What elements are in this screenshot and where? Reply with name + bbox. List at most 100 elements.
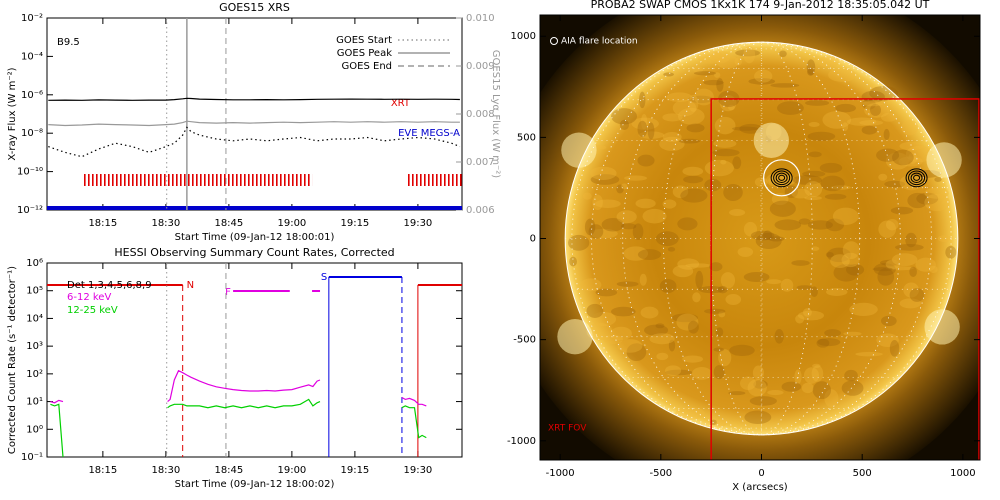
disk-texture (869, 104, 881, 116)
disk-texture (903, 282, 920, 298)
disk-texture (842, 241, 860, 259)
x-tick-label: 18:15 (88, 218, 117, 229)
disk-texture (740, 376, 757, 390)
disk-texture (909, 288, 925, 302)
disk-texture (779, 50, 787, 58)
flare-legend-label: AIA flare location (561, 37, 638, 47)
y-tick-label: 10⁻¹² (17, 205, 43, 216)
disk-texture (820, 175, 845, 192)
disk-texture (859, 120, 884, 126)
x-tick-label: -1000 (546, 468, 575, 479)
disk-texture (649, 333, 675, 345)
disk-texture (611, 108, 637, 125)
y-tick-label: -1000 (507, 436, 536, 447)
disk-texture (806, 59, 816, 75)
disk-texture (833, 263, 859, 282)
disk-texture (588, 224, 604, 239)
disk-texture (682, 166, 704, 176)
flare-class: B9.5 (57, 37, 80, 48)
series-line (50, 398, 427, 457)
y2-tick-label: 0.006 (466, 205, 495, 216)
y-tick-label: 10¹ (26, 397, 43, 408)
legend-title: Det 1,3,4,5,6,8,9 (67, 280, 152, 291)
y-tick-label: 10⁻⁴ (21, 51, 43, 62)
x-tick-label: 19:30 (403, 218, 432, 229)
disk-texture (752, 365, 764, 380)
disk-texture (686, 123, 705, 133)
series-line (48, 120, 460, 127)
disk-texture (934, 176, 942, 183)
disk-texture (816, 338, 830, 348)
disk-texture (794, 369, 802, 385)
disk-texture (817, 338, 841, 347)
contour (913, 174, 921, 181)
disk-texture (691, 367, 712, 380)
y2-tick-label: 0.007 (466, 157, 495, 168)
disk-texture (718, 311, 726, 318)
x-tick-label: 18:45 (214, 465, 243, 476)
x-tick-label: 19:15 (340, 218, 369, 229)
legend-label: GOES End (342, 61, 392, 72)
disk-texture (907, 192, 928, 209)
disk-texture (819, 162, 843, 173)
disk-texture (621, 223, 637, 230)
disk-texture (835, 103, 856, 113)
disk-texture (675, 407, 705, 420)
y-tick-label: 10³ (26, 341, 43, 352)
disk-texture (872, 267, 893, 272)
disk-texture (825, 251, 834, 258)
disk-texture (716, 78, 724, 92)
x-tick-label: 19:15 (340, 465, 369, 476)
legend-label: GOES Start (336, 35, 392, 46)
disk-texture (743, 272, 770, 282)
disk-texture (659, 136, 685, 152)
disk-texture (744, 410, 772, 425)
disk-texture (878, 173, 888, 181)
flare-location (763, 159, 801, 197)
bright-region (924, 309, 960, 345)
flare-legend-symbol (550, 37, 558, 45)
x-tick-label: 18:30 (151, 465, 180, 476)
bright-region (557, 319, 593, 355)
disk-texture (729, 344, 755, 356)
disk-texture (632, 223, 644, 241)
disk-texture (937, 235, 951, 243)
disk-texture (908, 152, 918, 164)
disk-texture (824, 193, 847, 200)
x-tick-label: 19:30 (403, 465, 432, 476)
disk-texture (692, 292, 701, 303)
disk-texture (713, 347, 725, 352)
y-axis-label: Corrected Count Rate (s⁻¹ detector⁻¹) (7, 266, 18, 454)
disk-texture (812, 363, 821, 369)
disk-texture (568, 234, 590, 251)
disk-texture (743, 45, 756, 64)
disk-texture (899, 298, 922, 309)
disk-texture (885, 218, 899, 231)
disk-texture (714, 72, 721, 78)
x-axis-label: X (arcsecs) (732, 482, 788, 493)
disk-texture (697, 50, 724, 64)
disk-texture (808, 122, 820, 127)
solar-disk (565, 42, 958, 435)
disk-texture (754, 69, 773, 83)
disk-texture (791, 188, 811, 199)
disk-texture (617, 339, 643, 353)
disk-texture (718, 349, 732, 367)
disk-texture (616, 281, 639, 287)
disk-texture (768, 236, 785, 242)
disk-texture (824, 329, 841, 337)
y-tick-label: 0 (530, 234, 536, 245)
disk-texture (795, 314, 805, 324)
disk-texture (666, 92, 693, 103)
x-tick-label: 19:00 (277, 465, 306, 476)
disk-texture (569, 256, 577, 267)
disk-texture (924, 193, 950, 212)
disk-texture (822, 111, 852, 129)
disk-texture (603, 334, 623, 344)
disk-texture (743, 221, 758, 237)
disk-texture (805, 100, 830, 106)
y-tick-label: 10² (26, 369, 43, 380)
disk-texture (656, 352, 669, 361)
contour (773, 170, 791, 186)
